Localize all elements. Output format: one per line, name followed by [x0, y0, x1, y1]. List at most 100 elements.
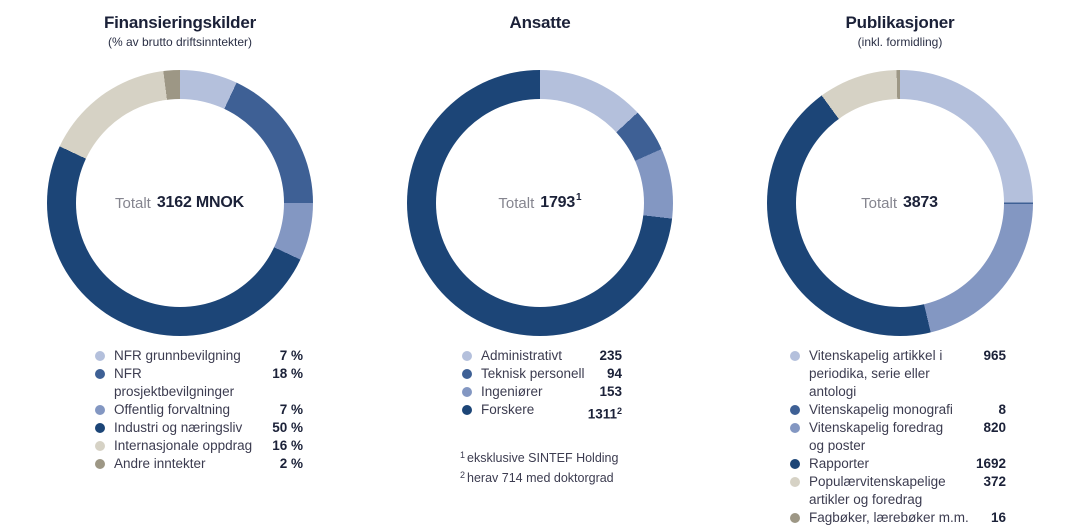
legend-row: Vitenskapelig artikkel i periodika, seri…	[790, 347, 1006, 401]
footnote: 2 herav 714 med doktorgrad	[460, 466, 680, 486]
chart-subtitle: (% av brutto driftsinntekter)	[107, 35, 253, 49]
donut-chart: Totalt 3873	[767, 70, 1033, 336]
legend-color-dot	[790, 351, 800, 361]
legend-label: Rapporter	[809, 456, 870, 471]
legend-color-dot	[95, 369, 105, 379]
legend-value: 94	[606, 366, 622, 381]
legend-color-dot	[462, 405, 472, 415]
legend-label: Vitenskapelig artikkel i periodika, seri…	[809, 348, 943, 399]
chart-column: Ansatte Totalt 1793 1 Administrativt 235 Tek…	[360, 0, 720, 525]
legend-label: Administrativt	[481, 348, 563, 363]
donut-center-label: Totalt 3873	[767, 70, 1033, 336]
legend-label: NFR grunnbevilgning	[114, 348, 241, 363]
legend-color-dot	[790, 459, 800, 469]
legend-value: 2 %	[279, 456, 303, 471]
chart-title: Ansatte	[509, 13, 571, 32]
legend-label: Forskere	[481, 402, 535, 417]
legend-value: 7 %	[279, 402, 303, 417]
footnote-text: eksklusive SINTEF Holding	[467, 451, 619, 466]
legend-label: Vitenskapelig monografi	[809, 402, 953, 417]
chart-header: Finansieringskilder (% av brutto driftsi…	[0, 0, 360, 63]
legend-row: Vitenskapelig foredrag og poster 820	[790, 419, 1006, 455]
donut-center-label: Totalt 3162 MNOK	[47, 70, 313, 336]
legend-value: 372	[983, 474, 1006, 489]
legend-row: Industri og næringsliv 50 %	[95, 419, 303, 437]
legend-color-dot	[462, 351, 472, 361]
legend-label: NFR prosjektbevilgninger	[114, 366, 235, 399]
legend-color-dot	[790, 405, 800, 415]
donut-hole	[76, 99, 284, 307]
chart-column: Finansieringskilder (% av brutto driftsi…	[0, 0, 360, 525]
donut-chart: Totalt 3162 MNOK	[47, 70, 313, 336]
footnote: 1 eksklusive SINTEF Holding	[460, 446, 680, 466]
legend-label: Internasjonale oppdrag	[114, 438, 253, 453]
legend-color-dot	[790, 423, 800, 433]
legend-row: Forskere 13112	[462, 401, 622, 424]
legend-value: 16 %	[272, 438, 303, 453]
legend-color-dot	[95, 351, 105, 361]
donut-total-prefix: Totalt	[861, 194, 898, 212]
donut-total-superscript: 1	[576, 191, 582, 203]
donut-hole	[436, 99, 644, 307]
legend-color-dot	[462, 387, 472, 397]
legend-label: Industri og næringsliv	[114, 420, 243, 435]
donut-total-prefix: Totalt	[115, 194, 151, 212]
chart-title: Publikasjoner	[845, 13, 955, 32]
legend-row: NFR grunnbevilgning 7 %	[95, 347, 303, 365]
legend-value: 8	[998, 402, 1006, 417]
chart-subtitle: (inkl. formidling)	[857, 35, 943, 49]
donut-total-value: 3162 MNOK	[156, 194, 244, 211]
footnote-superscript: 1	[460, 450, 466, 460]
legend-value: 820	[983, 420, 1006, 435]
legend-label: Populærvitenskapelige artikler og foredr…	[809, 474, 946, 507]
donut-total-value: 3873	[903, 194, 938, 211]
legend-row: Andre inntekter 2 %	[95, 455, 303, 473]
legend-value: 7 %	[279, 348, 303, 363]
legend-color-dot	[95, 459, 105, 469]
legend-row: Internasjonale oppdrag 16 %	[95, 437, 303, 455]
legend-row: Populærvitenskapelige artikler og foredr…	[790, 473, 1006, 509]
legend-label: Ingeniører	[481, 384, 543, 399]
legend-row: Administrativt 235	[462, 347, 622, 365]
footnote-superscript: 2	[460, 470, 466, 481]
legend-value: 1692	[975, 456, 1006, 471]
chart-title: Finansieringskilder	[103, 13, 257, 32]
legend-value-superscript: 2	[616, 406, 622, 416]
donut-total-value: 1793	[540, 194, 576, 211]
legend: Administrativt 235 Teknisk personell 94 Inge…	[462, 347, 622, 424]
chart-header: Ansatte	[360, 0, 720, 63]
legend-color-dot	[95, 405, 105, 415]
legend-row: Rapporter 1692	[790, 455, 1006, 473]
chart-column: Publikasjoner (inkl. formidling) Totalt 3…	[720, 0, 1080, 525]
legend-row: Offentlig forvaltning 7 %	[95, 401, 303, 419]
legend-color-dot	[95, 441, 105, 451]
legend-value: 50 %	[272, 420, 303, 435]
chart-header: Publikasjoner (inkl. formidling)	[720, 0, 1080, 63]
donut-center-label: Totalt 1793 1	[407, 70, 673, 336]
legend: Vitenskapelig artikkel i periodika, seri…	[790, 347, 1006, 525]
legend-value: 13112	[587, 406, 622, 422]
legend-value: 153	[599, 384, 622, 399]
legend-label: Andre inntekter	[114, 456, 206, 471]
legend-value: 18 %	[272, 366, 303, 381]
donut-chart: Totalt 1793 1	[407, 70, 673, 336]
legend-row: Fagbøker, lærebøker m.m. 16	[790, 509, 1006, 525]
legend-row: NFR prosjektbevilgninger 18 %	[95, 365, 303, 401]
legend-value: 16	[990, 510, 1006, 525]
legend-value: 965	[983, 348, 1006, 363]
donut-hole	[796, 99, 1004, 307]
legend-color-dot	[462, 369, 472, 379]
legend-label: Offentlig forvaltning	[114, 402, 231, 417]
legend-color-dot	[95, 423, 105, 433]
legend-row: Ingeniører 153	[462, 383, 622, 401]
legend-label: Fagbøker, lærebøker m.m.	[809, 510, 969, 525]
legend-row: Teknisk personell 94	[462, 365, 622, 383]
footnote-text: herav 714 med doktorgrad	[467, 471, 614, 486]
legend: NFR grunnbevilgning 7 % NFR prosjektbevilg…	[95, 347, 303, 473]
legend-label: Vitenskapelig foredrag og poster	[809, 420, 944, 453]
legend-value: 235	[599, 348, 622, 363]
donut-total-prefix: Totalt	[498, 194, 535, 212]
legend-color-dot	[790, 477, 800, 487]
